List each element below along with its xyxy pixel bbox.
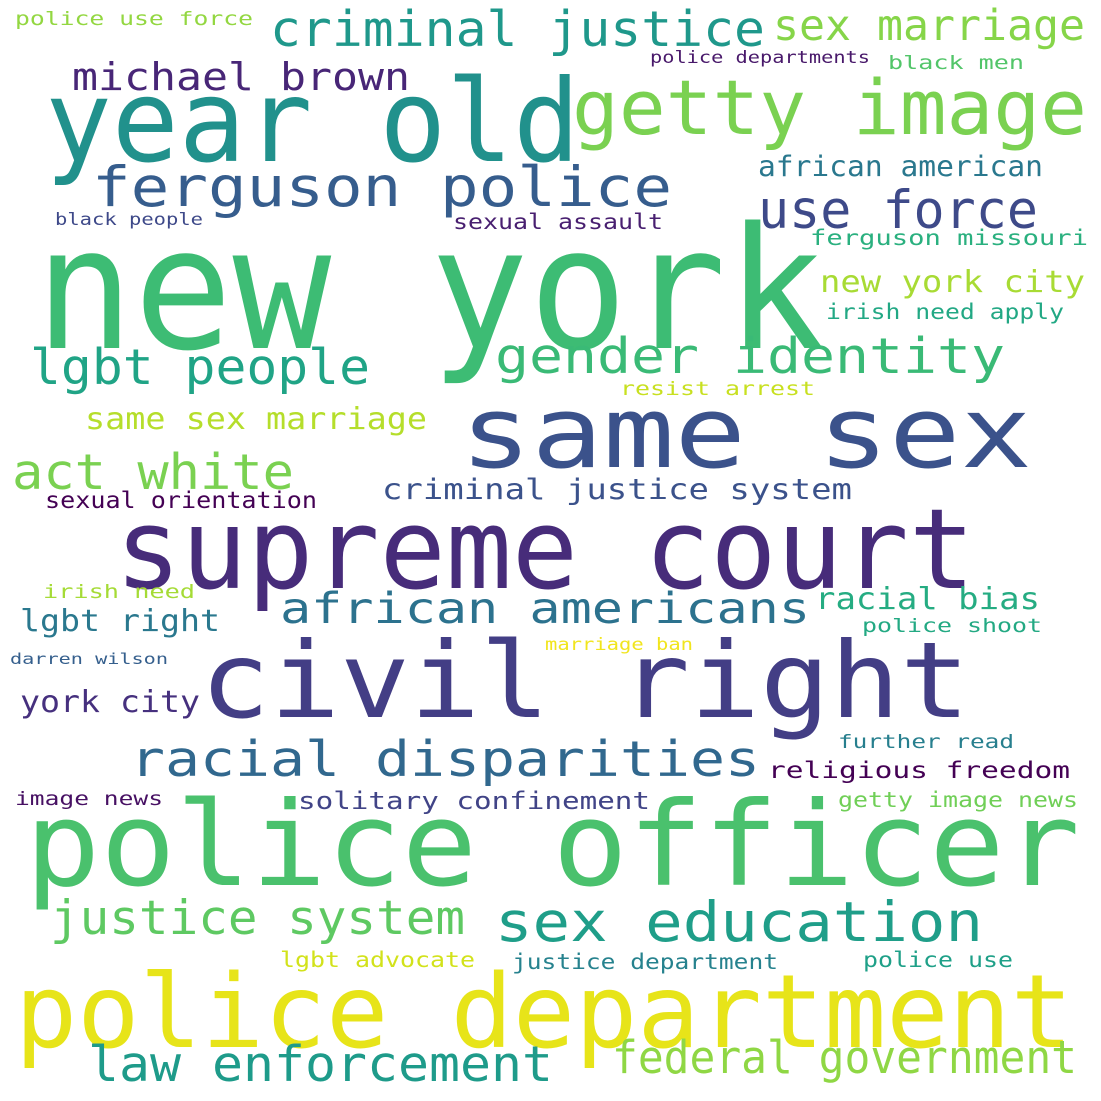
word-resist-arrest: resist arrest bbox=[620, 378, 815, 400]
word-african-american: african american bbox=[758, 150, 1043, 183]
word-marriage-ban: marriage ban bbox=[545, 635, 693, 655]
word-image-news: image news bbox=[15, 788, 163, 810]
word-black-men: black men bbox=[888, 52, 1024, 74]
word-ferguson-police: ferguson police bbox=[92, 155, 672, 219]
word-lgbt-people: lgbt people bbox=[30, 338, 370, 396]
word-use-force: use force bbox=[758, 181, 1038, 241]
word-lgbt-right: lgbt right bbox=[20, 604, 220, 639]
word-york-city: york city bbox=[20, 685, 200, 720]
word-racial-bias: racial bias bbox=[815, 582, 1040, 617]
word-religious-freedom: religious freedom bbox=[768, 758, 1070, 784]
word-gender-identity: gender identity bbox=[495, 327, 1005, 385]
word-ferguson-missouri: ferguson missouri bbox=[810, 226, 1088, 250]
word-police-department: police department bbox=[15, 953, 1073, 1071]
word-civil-right: civil right bbox=[200, 619, 970, 742]
word-act-white: act white bbox=[12, 443, 294, 501]
word-federal-government: federal government bbox=[612, 1031, 1077, 1084]
word-racial-disparities: racial disparities bbox=[130, 730, 760, 788]
word-police-departments: police departments bbox=[650, 48, 870, 68]
word-getty-image-news: getty image news bbox=[838, 788, 1078, 812]
word-solitary-confinement: solitary confinement bbox=[298, 787, 650, 815]
word-sex-marriage: sex marriage bbox=[773, 1, 1085, 51]
word-police-use: police use bbox=[863, 948, 1013, 972]
word-police-shoot: police shoot bbox=[862, 615, 1042, 637]
word-same-sex-marriage: same sex marriage bbox=[85, 402, 427, 437]
word-supreme-court: supreme court bbox=[115, 486, 975, 615]
word-darren-wilson: darren wilson bbox=[10, 650, 168, 668]
word-justice-department: justice department bbox=[512, 950, 778, 974]
word-getty-image: getty image bbox=[572, 63, 1087, 152]
word-sexual-assault: sexual assault bbox=[453, 210, 663, 234]
word-same-sex: same sex bbox=[460, 376, 1032, 491]
word-police-use-force: police use force bbox=[15, 8, 254, 30]
word-irish-need-apply: irish need apply bbox=[826, 300, 1064, 324]
word-further-read: further read bbox=[838, 731, 1014, 753]
word-new-york: new york bbox=[35, 191, 825, 388]
word-lgbt-advocate: lgbt advocate bbox=[280, 948, 475, 972]
word-police-officer: police officer bbox=[25, 777, 1080, 913]
word-criminal-justice-system: criminal justice system bbox=[382, 473, 852, 506]
word-sexual-orientation: sexual orientation bbox=[45, 488, 317, 514]
word-sex-education: sex education bbox=[495, 890, 983, 954]
word-justice-system: justice system bbox=[50, 891, 465, 946]
word-year-old: year old bbox=[45, 55, 580, 188]
word-black-people: black people bbox=[55, 210, 203, 230]
word-african-americans: african americans bbox=[280, 584, 810, 634]
word-law-enforcement: law enforcement bbox=[88, 1035, 553, 1093]
word-irish-need: irish need bbox=[43, 581, 195, 603]
word-new-york-city: new york city bbox=[820, 265, 1085, 300]
word-criminal-justice: criminal justice bbox=[270, 0, 765, 58]
word-michael-brown: michael brown bbox=[72, 55, 410, 99]
